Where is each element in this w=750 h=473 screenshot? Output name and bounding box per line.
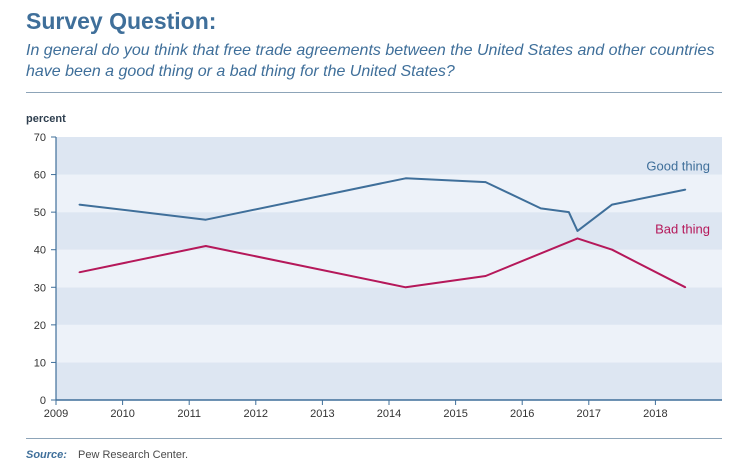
data-point	[611, 248, 613, 251]
data-point	[611, 203, 613, 206]
page-title: Survey Question:	[26, 8, 217, 34]
y-tick-label: 70	[34, 132, 46, 144]
grid-band	[56, 212, 722, 250]
series-label: Bad thing	[655, 221, 710, 236]
x-tick-label: 2015	[443, 408, 467, 420]
x-tick-label: 2016	[510, 408, 534, 420]
data-point	[205, 218, 207, 221]
x-tick-label: 2009	[44, 408, 68, 420]
data-point	[568, 211, 570, 213]
x-tick-label: 2011	[177, 408, 201, 420]
background-bands	[56, 137, 722, 400]
grid-band	[56, 324, 722, 363]
data-point	[484, 275, 487, 277]
y-tick-label: 60	[34, 170, 46, 182]
data-point	[576, 237, 579, 240]
axes: 0 10 20 30 40 50 60 70 2009 2010 2011 2012 2013 2014 2…	[34, 132, 722, 420]
x-tick-label: 2017	[577, 408, 601, 420]
x-tick-label: 2018	[643, 408, 667, 420]
y-tick-label: 50	[34, 207, 46, 219]
source-label: Source:	[26, 449, 67, 461]
data-point	[78, 271, 81, 274]
survey-question: In general do you think that free trade …	[26, 42, 715, 80]
data-point	[684, 286, 687, 289]
grid-band	[56, 249, 722, 288]
series-lines	[78, 177, 687, 289]
series-labels: Good thing Bad thing	[646, 159, 710, 237]
x-tick-label: 2013	[310, 408, 334, 420]
data-point	[684, 188, 687, 191]
source-note: Source: Pew Research Center.	[26, 449, 188, 461]
source-text: Pew Research Center.	[78, 449, 189, 461]
y-tick-label: 10	[34, 357, 46, 369]
grid-band	[56, 362, 722, 400]
data-point	[78, 203, 81, 206]
data-point	[484, 181, 487, 183]
data-point	[404, 177, 407, 180]
x-tick-label: 2012	[244, 408, 268, 420]
y-tick-label: 0	[40, 395, 46, 407]
data-point	[404, 286, 407, 289]
data-point	[576, 230, 579, 232]
grid-band	[56, 174, 722, 213]
grid-band	[56, 287, 722, 325]
top-divider	[26, 92, 722, 93]
grid-band	[56, 137, 722, 175]
x-tick-label: 2014	[377, 408, 401, 420]
y-tick-label: 20	[34, 320, 46, 332]
series-label: Good thing	[646, 159, 710, 174]
x-tick-label: 2010	[110, 408, 134, 420]
data-point	[205, 245, 207, 247]
data-point	[540, 207, 542, 210]
y-tick-label: 40	[34, 245, 46, 257]
bottom-divider	[26, 438, 722, 439]
y-axis-label: percent	[26, 113, 66, 125]
y-tick-label: 30	[34, 282, 46, 294]
